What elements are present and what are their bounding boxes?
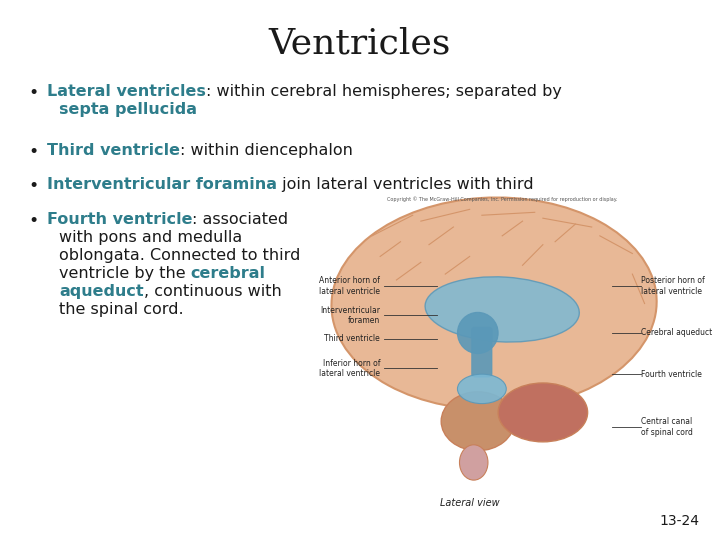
Ellipse shape (457, 312, 498, 354)
Ellipse shape (441, 392, 514, 451)
Text: join lateral ventricles with third: join lateral ventricles with third (276, 177, 534, 192)
Ellipse shape (425, 277, 580, 342)
Text: septa pellucida: septa pellucida (59, 102, 197, 117)
Text: •: • (29, 177, 39, 195)
Text: •: • (29, 84, 39, 102)
Text: : associated: : associated (192, 212, 289, 227)
Ellipse shape (331, 198, 657, 409)
Text: oblongata. Connected to third: oblongata. Connected to third (59, 248, 300, 262)
Text: ventricle by the: ventricle by the (59, 266, 191, 281)
Text: Interventricular
foramen: Interventricular foramen (320, 306, 380, 325)
Text: , continuous with: , continuous with (144, 284, 282, 299)
Text: Anterior horn of
lateral ventricle: Anterior horn of lateral ventricle (319, 276, 380, 295)
Ellipse shape (457, 374, 506, 403)
Text: Lateral ventricles: Lateral ventricles (47, 84, 206, 99)
Text: : within cerebral hemispheres; separated by: : within cerebral hemispheres; separated… (206, 84, 562, 99)
Text: Copyright © The McGraw-Hill Companies, Inc. Permission required for reproduction: Copyright © The McGraw-Hill Companies, I… (387, 196, 617, 202)
Text: •: • (29, 143, 39, 161)
Text: Lateral view: Lateral view (440, 498, 500, 508)
Text: •: • (29, 212, 39, 230)
Text: the spinal cord.: the spinal cord. (59, 302, 184, 316)
Text: Interventricular foramina: Interventricular foramina (47, 177, 276, 192)
Text: Cerebral aqueduct: Cerebral aqueduct (641, 328, 712, 338)
Text: Ventricles: Ventricles (269, 27, 451, 61)
Text: : within diencephalon: : within diencephalon (180, 143, 353, 158)
Text: Fourth ventricle: Fourth ventricle (47, 212, 192, 227)
Text: Fourth ventricle: Fourth ventricle (641, 370, 701, 379)
Text: Third ventricle: Third ventricle (325, 334, 380, 343)
Text: with pons and medulla: with pons and medulla (59, 230, 243, 245)
Ellipse shape (459, 445, 488, 480)
Text: Third ventricle: Third ventricle (47, 143, 180, 158)
Text: Central canal
of spinal cord: Central canal of spinal cord (641, 417, 693, 437)
Text: Posterior horn of
lateral ventricle: Posterior horn of lateral ventricle (641, 276, 704, 295)
Text: Inferior horn of
lateral ventricle: Inferior horn of lateral ventricle (319, 359, 380, 378)
Text: cerebral: cerebral (191, 266, 266, 281)
Text: aqueduct: aqueduct (59, 284, 144, 299)
Ellipse shape (498, 383, 588, 442)
Text: 13-24: 13-24 (660, 514, 700, 528)
FancyBboxPatch shape (472, 327, 492, 377)
